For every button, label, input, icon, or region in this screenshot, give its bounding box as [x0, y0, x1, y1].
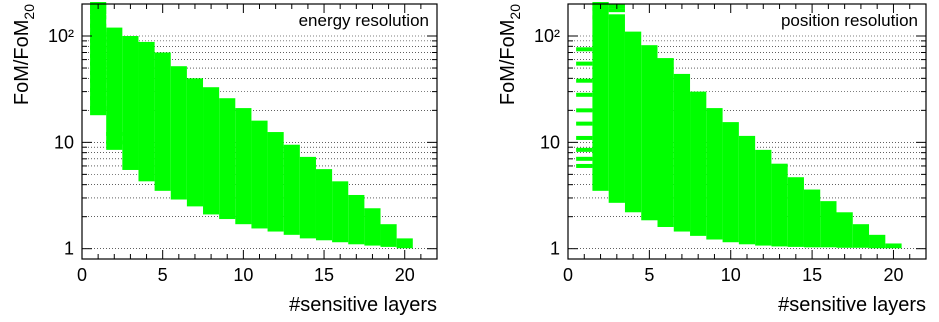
- x-tick-label: 20: [883, 265, 903, 285]
- band-bar: [738, 135, 756, 245]
- scatter-mark: [90, 78, 107, 83]
- scatter-mark: [576, 156, 593, 161]
- scatter-mark: [90, 53, 107, 58]
- scatter-marks: [576, 2, 625, 168]
- y-tick-label: 10²: [48, 26, 74, 46]
- scatter-mark: [576, 121, 593, 126]
- band-bar: [852, 224, 870, 248]
- scatter-mark: [608, 8, 625, 13]
- scatter-mark: [90, 10, 107, 15]
- y-axis-title: FoM/FoM20: [497, 4, 523, 105]
- band-bar: [820, 201, 837, 248]
- scatter-mark: [90, 31, 107, 36]
- band-bar: [755, 149, 772, 246]
- scatter-mark: [90, 70, 107, 75]
- band-bar: [348, 194, 365, 245]
- band-bar: [299, 156, 316, 239]
- x-tick-label: 5: [158, 265, 168, 285]
- band-bar: [332, 181, 349, 243]
- scatter-mark: [576, 135, 593, 140]
- band-bar: [170, 66, 187, 200]
- band-bar: [836, 212, 853, 248]
- x-tick-label: 0: [563, 265, 573, 285]
- band-bar: [380, 224, 397, 247]
- band-bar: [885, 243, 902, 249]
- x-tick-label: 15: [802, 265, 822, 285]
- band-bar: [706, 108, 723, 240]
- scatter-mark: [90, 96, 107, 101]
- band-bar: [154, 52, 171, 191]
- chart-panel-energy: 0 5 10 15 20 1 10 10² energy resolution #sensit…: [11, 2, 438, 316]
- y-axis-title-main: FoM/FoM: [11, 20, 33, 106]
- x-axis-title: #sensitive layers: [289, 294, 437, 316]
- panel-title: position resolution: [781, 11, 918, 30]
- y-tick-label: 10: [540, 132, 560, 152]
- scatter-mark: [90, 61, 107, 66]
- band-bars: [90, 4, 413, 249]
- band-bar: [315, 169, 333, 241]
- band-bar: [106, 27, 123, 150]
- scatter-mark: [90, 23, 107, 28]
- band-bar: [592, 4, 609, 191]
- scatter-mark: [576, 78, 593, 83]
- y-axis-title-main: FoM/FoM: [497, 20, 519, 106]
- scatter-mark: [576, 92, 593, 97]
- y-tick-label: 1: [64, 239, 74, 259]
- scatter-mark: [90, 45, 107, 50]
- band-bar: [722, 122, 739, 243]
- x-tick-label: 10: [721, 265, 741, 285]
- band-bar: [624, 31, 642, 213]
- scatter-mark: [576, 163, 593, 168]
- band-bar: [219, 98, 236, 220]
- band-bar: [364, 208, 381, 246]
- x-axis-title: #sensitive layers: [778, 294, 926, 316]
- band-bar: [396, 238, 413, 249]
- band-bar: [138, 41, 155, 182]
- scatter-mark: [90, 15, 107, 20]
- band-bar: [787, 177, 804, 247]
- y-axis-title-subscript: 20: [21, 4, 37, 20]
- band-bar: [771, 163, 788, 247]
- x-tick-label: 0: [77, 265, 87, 285]
- band-bar: [186, 78, 204, 207]
- scatter-mark: [592, 15, 609, 20]
- band-bar: [673, 73, 691, 232]
- scatter-mark: [576, 147, 593, 152]
- axis-ticks: 0 5 10 15 20 1 10 10²: [534, 3, 927, 285]
- x-tick-label: 5: [644, 265, 654, 285]
- band-bars: [592, 4, 902, 249]
- y-axis-title-subscript: 20: [507, 4, 523, 20]
- band-bar: [641, 45, 658, 221]
- band-bar: [803, 189, 821, 248]
- band-bar: [690, 91, 707, 236]
- band-bar: [608, 14, 625, 203]
- band-bar: [283, 144, 300, 235]
- scatter-mark: [576, 108, 593, 113]
- scatter-mark: [90, 88, 107, 93]
- band-bar: [657, 58, 674, 227]
- chart-panel-position: 0 5 10 15 20 1 10 10² position resolution #sens…: [497, 2, 927, 316]
- band-bar: [251, 120, 268, 229]
- y-tick-label: 10: [54, 132, 74, 152]
- y-tick-label: 1: [550, 239, 560, 259]
- x-tick-label: 10: [233, 265, 253, 285]
- band-bar: [203, 87, 220, 215]
- axis-ticks: 0 5 10 15 20 1 10 10²: [48, 3, 438, 285]
- scatter-mark: [90, 38, 107, 43]
- scatter-mark: [90, 106, 107, 111]
- band-bar: [869, 234, 886, 249]
- band-bar: [235, 108, 252, 225]
- scatter-mark: [576, 47, 593, 52]
- scatter-mark: [106, 140, 123, 145]
- y-tick-label: 10²: [534, 26, 560, 46]
- panel-title: energy resolution: [299, 11, 429, 30]
- band-bar: [267, 132, 284, 232]
- x-tick-label: 20: [395, 265, 415, 285]
- y-axis-title: FoM/FoM20: [11, 4, 37, 105]
- band-bar: [122, 36, 139, 170]
- scatter-mark: [576, 61, 593, 66]
- x-tick-label: 15: [314, 265, 334, 285]
- scatter-mark: [106, 131, 123, 136]
